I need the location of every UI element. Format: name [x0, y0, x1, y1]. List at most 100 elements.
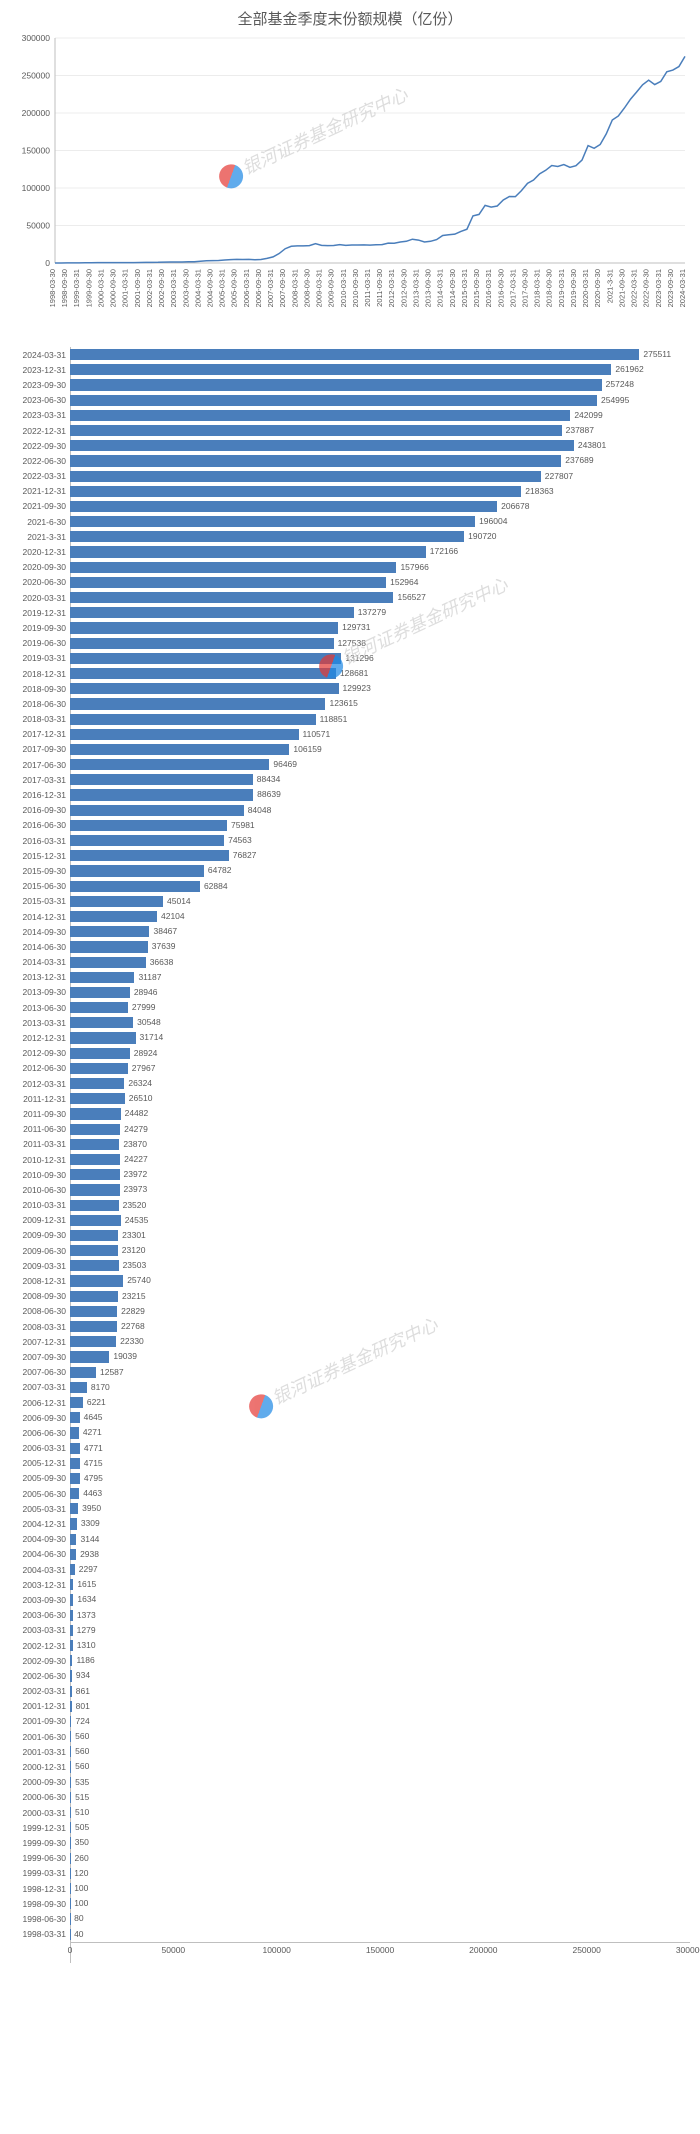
- bar-fill: [70, 774, 253, 785]
- bar-value: 80: [74, 1911, 83, 1926]
- bar-label: 2008-03-31: [4, 1322, 66, 1332]
- bar-fill: [70, 562, 396, 573]
- bar-value: 12587: [100, 1365, 124, 1380]
- bar-fill: [70, 1002, 128, 1013]
- bar-label: 2020-03-31: [4, 593, 66, 603]
- svg-text:150000: 150000: [22, 146, 51, 156]
- bar-label: 2023-12-31: [4, 365, 66, 375]
- svg-text:2007-09-30: 2007-09-30: [278, 269, 287, 307]
- bar-row: 2007-03-31 8170: [70, 1380, 690, 1395]
- svg-text:2002-03-31: 2002-03-31: [145, 269, 154, 307]
- bar-row: 2008-03-31 22768: [70, 1319, 690, 1334]
- bar-track: 118851: [70, 712, 690, 727]
- bar-label: 2005-09-30: [4, 1473, 66, 1483]
- bar-track: 26510: [70, 1091, 690, 1106]
- bar-fill: [70, 1822, 71, 1833]
- bar-track: 1634: [70, 1592, 690, 1607]
- bar-label: 2003-09-30: [4, 1595, 66, 1605]
- bar-fill: [70, 486, 521, 497]
- bar-label: 2012-06-30: [4, 1063, 66, 1073]
- bar-track: 31714: [70, 1030, 690, 1045]
- bar-label: 2008-06-30: [4, 1306, 66, 1316]
- svg-text:2009-03-31: 2009-03-31: [315, 269, 324, 307]
- bar-track: 96469: [70, 757, 690, 772]
- svg-text:2021-09-30: 2021-09-30: [617, 269, 626, 307]
- svg-text:2023-09-30: 2023-09-30: [666, 269, 675, 307]
- svg-text:2016-03-31: 2016-03-31: [484, 269, 493, 307]
- bar-row: 2002-06-30 934: [70, 1668, 690, 1683]
- bar-fill: [70, 881, 200, 892]
- bar-label: 2018-12-31: [4, 669, 66, 679]
- bar-fill: [70, 1230, 118, 1241]
- bar-track: 28924: [70, 1046, 690, 1061]
- bar-value: 23120: [122, 1243, 146, 1258]
- bar-row: 1998-12-31 100: [70, 1881, 690, 1896]
- svg-text:2008-03-31: 2008-03-31: [290, 269, 299, 307]
- bar-label: 2009-12-31: [4, 1215, 66, 1225]
- bar-fill: [70, 789, 253, 800]
- svg-text:2001-03-31: 2001-03-31: [121, 269, 130, 307]
- bar-track: 190720: [70, 529, 690, 544]
- svg-text:2015-03-31: 2015-03-31: [460, 269, 469, 307]
- bar-value: 196004: [479, 514, 507, 529]
- bar-row: 2005-12-31 4715: [70, 1456, 690, 1471]
- bar-fill: [70, 1837, 71, 1848]
- bar-row: 2016-03-31 74563: [70, 833, 690, 848]
- bar-track: 38467: [70, 924, 690, 939]
- bar-fill: [70, 653, 341, 664]
- bar-track: 1310: [70, 1638, 690, 1653]
- bar-value: 129731: [342, 620, 370, 635]
- svg-text:1999-09-30: 1999-09-30: [84, 269, 93, 307]
- bar-label: 2004-12-31: [4, 1519, 66, 1529]
- bar-label: 2022-03-31: [4, 471, 66, 481]
- bar-fill: [70, 577, 386, 588]
- bar-track: 1615: [70, 1577, 690, 1592]
- bar-fill: [70, 1640, 73, 1651]
- bar-value: 129923: [343, 681, 371, 696]
- bar-fill: [70, 1670, 72, 1681]
- bar-row: 2001-06-30 560: [70, 1729, 690, 1744]
- bar-fill: [70, 1032, 136, 1043]
- bar-label: 2014-09-30: [4, 927, 66, 937]
- bar-fill: [70, 1534, 76, 1545]
- bar-label: 2004-09-30: [4, 1534, 66, 1544]
- bar-label: 2011-12-31: [4, 1094, 66, 1104]
- svg-text:2001-09-30: 2001-09-30: [133, 269, 142, 307]
- bar-row: 1998-03-31 40: [70, 1927, 690, 1942]
- svg-text:2000-03-31: 2000-03-31: [96, 269, 105, 307]
- chart-title: 全部基金季度末份额规模（亿份）: [0, 0, 700, 33]
- bar-value: 2297: [79, 1562, 98, 1577]
- bar-row: 2009-03-31 23503: [70, 1258, 690, 1273]
- bar-value: 26324: [128, 1076, 152, 1091]
- bar-track: 128681: [70, 666, 690, 681]
- bar-row: 2017-12-31 110571: [70, 727, 690, 742]
- bar-label: 2013-09-30: [4, 987, 66, 997]
- bar-track: 22768: [70, 1319, 690, 1334]
- bar-row: 2014-09-30 38467: [70, 924, 690, 939]
- bar-label: 2015-09-30: [4, 866, 66, 876]
- bar-track: 237887: [70, 423, 690, 438]
- bar-label: 2015-03-31: [4, 896, 66, 906]
- bar-xtick: 250000: [572, 1945, 600, 1955]
- bar-track: 37639: [70, 939, 690, 954]
- bar-row: 2011-09-30 24482: [70, 1106, 690, 1121]
- bar-fill: [70, 1169, 120, 1180]
- bar-value: 100: [74, 1896, 88, 1911]
- bar-row: 2006-09-30 4645: [70, 1410, 690, 1425]
- bar-row: 2009-09-30 23301: [70, 1228, 690, 1243]
- bar-label: 2020-06-30: [4, 577, 66, 587]
- bar-label: 2020-12-31: [4, 547, 66, 557]
- bar-row: 2006-03-31 4771: [70, 1441, 690, 1456]
- bar-track: 75981: [70, 818, 690, 833]
- bar-fill: [70, 1382, 87, 1393]
- bar-label: 2006-06-30: [4, 1428, 66, 1438]
- bar-fill: [70, 1215, 121, 1226]
- svg-text:2024-03-31: 2024-03-31: [678, 269, 687, 307]
- bar-track: 23301: [70, 1228, 690, 1243]
- svg-text:2021-3-31: 2021-3-31: [605, 269, 614, 303]
- bar-row: 2023-09-30 257248: [70, 377, 690, 392]
- bar-track: 535: [70, 1775, 690, 1790]
- bar-track: 6221: [70, 1395, 690, 1410]
- svg-text:100000: 100000: [22, 183, 51, 193]
- bar-track: 560: [70, 1729, 690, 1744]
